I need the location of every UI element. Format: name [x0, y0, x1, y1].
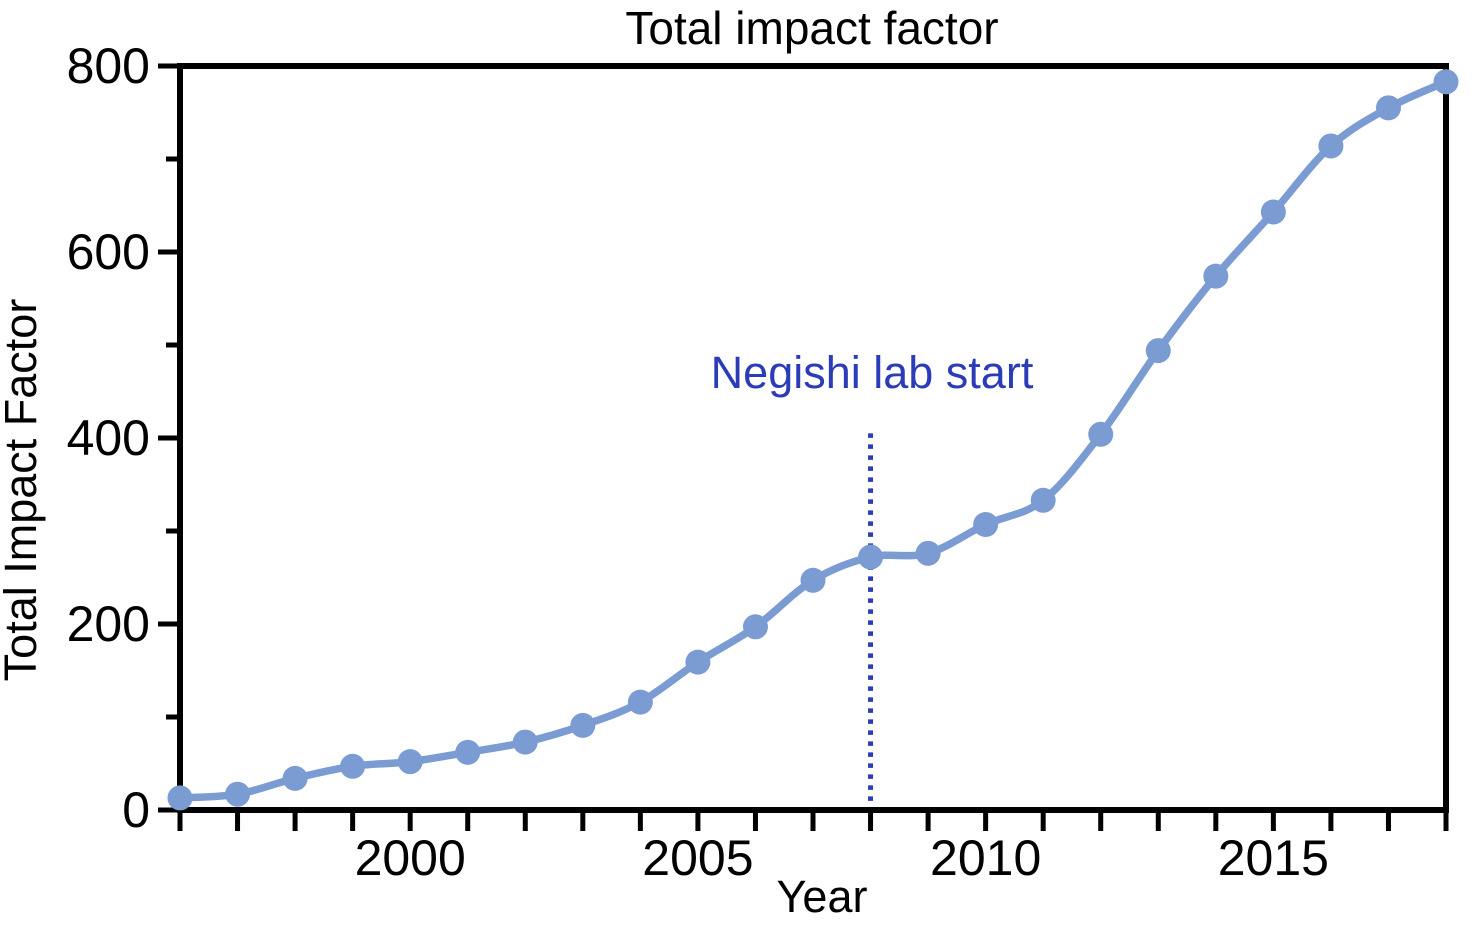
data-point: [742, 614, 768, 640]
data-point: [1375, 95, 1401, 121]
y-tick-label: 0: [122, 782, 150, 838]
data-point: [685, 649, 711, 675]
chart-generated-layer: 0 200 400 600 800 2000 2005 2010 2015: [67, 38, 1459, 886]
data-point: [858, 544, 884, 570]
data-point: [512, 729, 538, 755]
data-point: [1030, 487, 1056, 513]
data-point: [397, 749, 423, 775]
data-point: [225, 781, 251, 807]
y-tick-label: 400: [67, 410, 150, 466]
data-point: [570, 712, 596, 738]
y-tick-label: 600: [67, 224, 150, 280]
annotation-negishi-lab-start: Negishi lab start: [711, 347, 1034, 398]
data-point: [1260, 199, 1286, 225]
y-tick-label: 200: [67, 596, 150, 652]
x-tick-label: 2010: [930, 830, 1041, 886]
data-point: [1203, 263, 1229, 289]
y-tick-label: 800: [67, 38, 150, 94]
x-tick-label: 2000: [355, 830, 466, 886]
data-point: [1145, 338, 1171, 364]
data-point: [167, 785, 193, 811]
y-axis-label: Total Impact Factor: [0, 299, 46, 682]
data-point: [1433, 69, 1459, 95]
x-tick-label: 2005: [642, 830, 753, 886]
chart-title: Total impact factor: [625, 2, 998, 54]
data-point: [1318, 133, 1344, 159]
data-point: [1088, 421, 1114, 447]
data-point: [455, 739, 481, 765]
data-point: [282, 765, 308, 791]
data-line: [176, 78, 1450, 802]
data-point: [915, 540, 941, 566]
data-point: [973, 511, 999, 537]
data-point: [800, 567, 826, 593]
x-tick-label: 2015: [1218, 830, 1329, 886]
x-axis-label: Year: [777, 871, 868, 922]
plot-area: [177, 63, 1449, 813]
data-point: [340, 753, 366, 779]
data-point: [627, 689, 653, 715]
